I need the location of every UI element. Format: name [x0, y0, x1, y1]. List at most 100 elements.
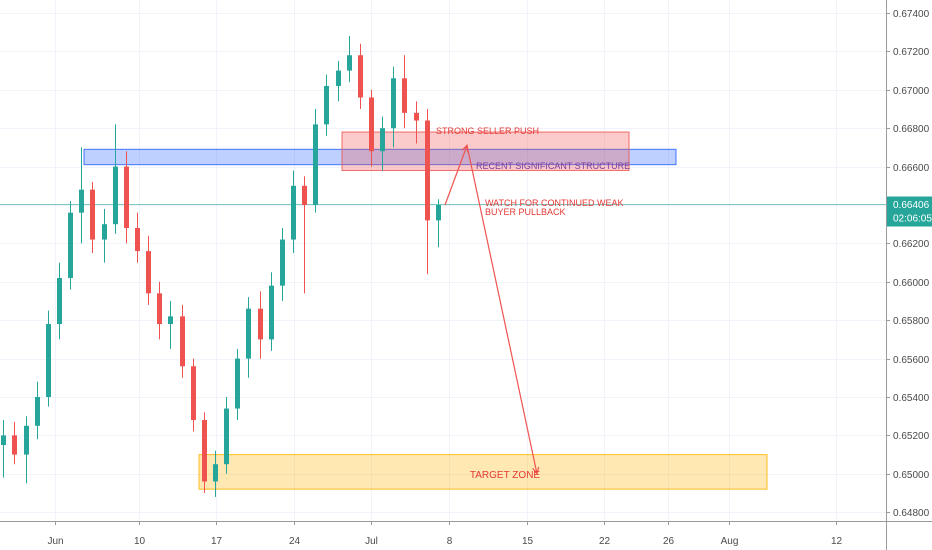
y-tick-label: 0.67200 [893, 47, 930, 58]
candle-body [213, 464, 218, 482]
candle-body [79, 189, 84, 213]
candle-body [24, 425, 29, 455]
candle [1, 420, 6, 478]
x-tick-label: 17 [211, 536, 223, 547]
projection-path [444, 143, 540, 476]
candle-body [35, 397, 40, 426]
arrowhead-down [532, 466, 540, 476]
candle [269, 272, 274, 351]
candle [258, 291, 263, 359]
annotation-watch-line-2: BUYER PULLBACK [485, 207, 566, 217]
countdown-label: 02:06:05 [893, 214, 932, 225]
candle [302, 176, 307, 294]
y-tick-label: 0.65400 [893, 393, 930, 404]
y-tick-label: 0.67000 [893, 86, 930, 97]
candle [436, 199, 441, 248]
candle [35, 381, 40, 440]
candle [124, 151, 129, 244]
zones [83, 131, 768, 490]
candle-body [347, 55, 352, 71]
candle [246, 297, 251, 378]
candle-body [380, 128, 385, 152]
annotations: STRONG SELLER PUSH RECENT SIGNIFICANT STR… [436, 126, 630, 481]
candle [102, 208, 107, 263]
candle [24, 416, 29, 484]
candle [425, 109, 430, 275]
y-tick-label: 0.66800 [893, 124, 930, 135]
candle-body [436, 205, 441, 221]
candle-body [391, 78, 396, 129]
candle [347, 36, 352, 83]
candle-body [146, 251, 151, 294]
candle [202, 412, 207, 493]
candle [414, 101, 419, 144]
candle-body [102, 224, 107, 240]
y-tick-label: 0.64800 [893, 508, 930, 519]
candle [369, 89, 374, 167]
candle [336, 61, 341, 102]
arrowhead-up [461, 144, 469, 153]
zone-target-zone [198, 454, 768, 490]
candle [402, 55, 407, 129]
candle-body [157, 293, 162, 325]
candle [291, 170, 296, 253]
zone-red-supply [341, 131, 630, 171]
candle-body [168, 316, 173, 325]
time-axis[interactable]: Jun 10 17 24 Jul 8 15 22 26 Aug 12 [0, 521, 932, 547]
candle-body [191, 366, 196, 421]
annotation-watch-line-1: WATCH FOR CONTINUED WEAK [485, 198, 624, 208]
annotation-strong-seller-push: STRONG SELLER PUSH [436, 126, 539, 136]
annotation-recent-structure: RECENT SIGNIFICANT STRUCTURE [476, 161, 630, 171]
candle [46, 310, 51, 407]
candle-body [235, 358, 240, 409]
candle [12, 421, 17, 465]
current-price-label: 0.66406 [893, 200, 930, 211]
price-axis[interactable]: 0.67400 0.67200 0.67000 0.66800 0.66600 0.664… [886, 0, 932, 550]
x-tick-label: 8 [447, 536, 453, 547]
current-price-badge [887, 196, 932, 227]
x-tick-label: Aug [721, 536, 739, 547]
candle [135, 212, 140, 263]
candle-body [135, 228, 140, 252]
candle-body [269, 285, 274, 340]
candle-body [202, 420, 207, 482]
target-zone-label: TARGET ZONE [470, 470, 541, 481]
candle-body [414, 112, 419, 121]
candle-body [246, 308, 251, 359]
gridlines [0, 0, 886, 521]
candle-body [324, 85, 329, 125]
candle [68, 201, 73, 290]
y-tick-label: 0.66600 [893, 163, 930, 174]
candle [391, 66, 396, 148]
candle [57, 262, 62, 340]
candle-body [113, 166, 118, 225]
candle [313, 109, 318, 213]
candle-body [46, 324, 51, 397]
y-tick-label: 0.67400 [893, 9, 930, 20]
candle-body [369, 97, 374, 152]
candle-body [68, 212, 73, 278]
candle-body [90, 189, 95, 240]
candle [146, 235, 151, 305]
candle [280, 228, 285, 301]
candles [1, 36, 441, 497]
x-tick-label: 24 [289, 536, 301, 547]
candle-body [124, 166, 129, 229]
x-tick-label: Jul [365, 536, 378, 547]
x-tick-label: 26 [663, 536, 675, 547]
y-tick-label: 0.65000 [893, 470, 930, 481]
candle [180, 304, 185, 378]
x-tick-label: 12 [831, 536, 843, 547]
y-tick-label: 0.65200 [893, 431, 930, 442]
y-tick-label: 0.65600 [893, 355, 930, 366]
candle-body [336, 70, 341, 86]
projection-line [444, 143, 538, 474]
candle-body [224, 408, 229, 465]
y-tick-label: 0.66000 [893, 278, 930, 289]
candle-body [358, 55, 363, 98]
candle-body [425, 120, 430, 221]
x-tick-label: 22 [599, 536, 611, 547]
candle-body [402, 78, 407, 113]
